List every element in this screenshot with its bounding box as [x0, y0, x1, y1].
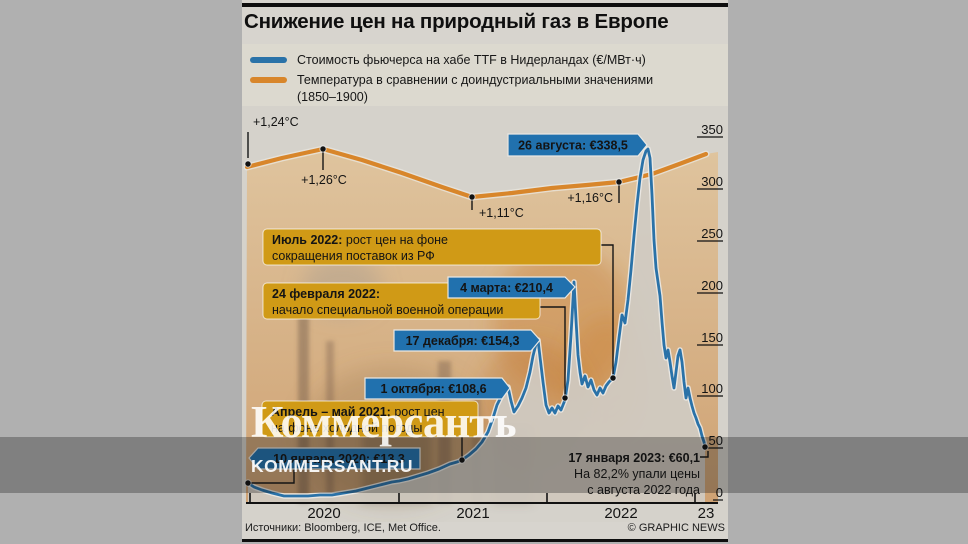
footer: Источники: Bloomberg, ICE, Met Office. ©… [245, 522, 725, 534]
temperature-label: +1,24°C [253, 115, 299, 129]
end-value-note: На 82,2% упали цены [574, 467, 700, 481]
legend-label-price: Стоимость фьючерса на хабе TTF в Нидерла… [297, 53, 646, 67]
svg-text:26 августа: €338,5: 26 августа: €338,5 [518, 139, 628, 153]
data-point-dot [319, 145, 327, 153]
svg-text:1 октября: €108,6: 1 октября: €108,6 [380, 382, 486, 396]
temperature-label: +1,16°C [567, 191, 613, 205]
legend-item-price: Стоимость фьючерса на хабе TTF в Нидерла… [242, 50, 728, 70]
x-axis-label: 2020 [307, 505, 340, 522]
callout-line [251, 469, 295, 484]
y-axis-label: 150 [701, 330, 723, 345]
temperature-line [244, 146, 709, 200]
callout-line [700, 451, 709, 458]
data-point-dot [609, 374, 617, 382]
y-axis-label: 300 [701, 174, 723, 189]
price-badge: 4 марта: €210,4 [447, 276, 576, 299]
bottom-rule [242, 539, 728, 542]
price-badge: 1 октября: €108,6 [364, 377, 511, 400]
y-axis-label: 250 [701, 226, 723, 241]
y-axis-label: 0 [716, 485, 723, 500]
data-point-dot [458, 456, 466, 464]
svg-text:17 декабря: €154,3: 17 декабря: €154,3 [406, 334, 520, 348]
temperature-label: +1,11°C [479, 206, 524, 220]
data-point-dot [244, 160, 252, 168]
chart-title: Снижение цен на природный газ в Европе [244, 10, 669, 33]
y-axis-label: 200 [701, 278, 723, 293]
price-line-swatch [250, 57, 287, 63]
end-value-note: с августа 2022 года [587, 483, 700, 497]
svg-text:10 января 2020: €13,3: 10 января 2020: €13,3 [273, 452, 405, 466]
temp-line-swatch [250, 77, 287, 84]
event-box: Апрель – май 2021: рост цен на фоне холод… [261, 400, 479, 438]
svg-text:24 февраля 2022:: 24 февраля 2022: [272, 287, 380, 301]
price-badge: 10 января 2020: €13,3 [248, 447, 421, 470]
data-point-dot [701, 443, 709, 451]
event-box: Июль 2022: рост цен на фоне сокращения по… [262, 228, 602, 266]
x-axis-label: 2022 [604, 505, 637, 522]
temperature-label: +1,26°C [301, 173, 347, 187]
end-value-note: 17 января 2023: €60,1 [568, 451, 700, 465]
price-area-fill [248, 149, 705, 503]
watermark-band [0, 437, 968, 493]
top-rule [242, 3, 728, 7]
svg-text:4 марта: €210,4: 4 марта: €210,4 [460, 281, 553, 295]
credit-note: © GRAPHIC NEWS [627, 522, 725, 534]
legend-label-temperature-line1: Температура в сравнении с доиндустриальн… [297, 73, 654, 88]
legend: Стоимость фьючерса на хабе TTF в Нидерла… [242, 44, 728, 106]
y-axis-label: 100 [701, 381, 723, 396]
svg-text:начало специальной военной опе: начало специальной военной операции [272, 303, 503, 317]
sources-note: Источники: Bloomberg, ICE, Met Office. [245, 522, 441, 534]
kommersant-logo-watermark: Коммерсантъ [251, 397, 517, 447]
chart-canvas: 2020 2021 2022 23 350 300 250 200 150 100 50 0 +1,24… [242, 106, 728, 522]
y-axis-label: 350 [701, 122, 723, 137]
callout-line [540, 306, 566, 396]
data-point-dot [468, 193, 476, 201]
legend-label-temperature: Температура в сравнении с доиндустриальн… [297, 72, 653, 105]
x-axis-label: 23 [698, 505, 715, 522]
svg-text:сокращения поставок из РФ: сокращения поставок из РФ [272, 249, 435, 263]
x-axis-label: 2021 [456, 505, 489, 522]
svg-text:Июль 2022: рост цен на фоне: Июль 2022: рост цен на фоне [272, 233, 448, 247]
legend-label-temperature-line2: (1850–1900) [297, 89, 368, 104]
y-axis-label: 50 [709, 433, 723, 448]
data-point-dot [244, 479, 252, 487]
price-badge: 26 августа: €338,5 [507, 133, 648, 157]
kommersant-url-watermark: KOMMERSANT.RU [251, 456, 414, 476]
svg-text:на фоне холодной погоды: на фоне холодной погоды [271, 421, 422, 435]
infographic-poster: Снижение цен на природный газ в Европе С… [242, 0, 728, 542]
price-badge: 17 декабря: €154,3 [393, 329, 541, 352]
price-line [247, 147, 707, 498]
legend-item-temperature: Температура в сравнении с доиндустриальн… [242, 70, 728, 107]
data-point-dot [615, 178, 623, 186]
callout-line [601, 244, 614, 374]
svg-text:Апрель – май 2021: рост цен: Апрель – май 2021: рост цен [271, 405, 445, 419]
data-point-dot [561, 394, 569, 402]
